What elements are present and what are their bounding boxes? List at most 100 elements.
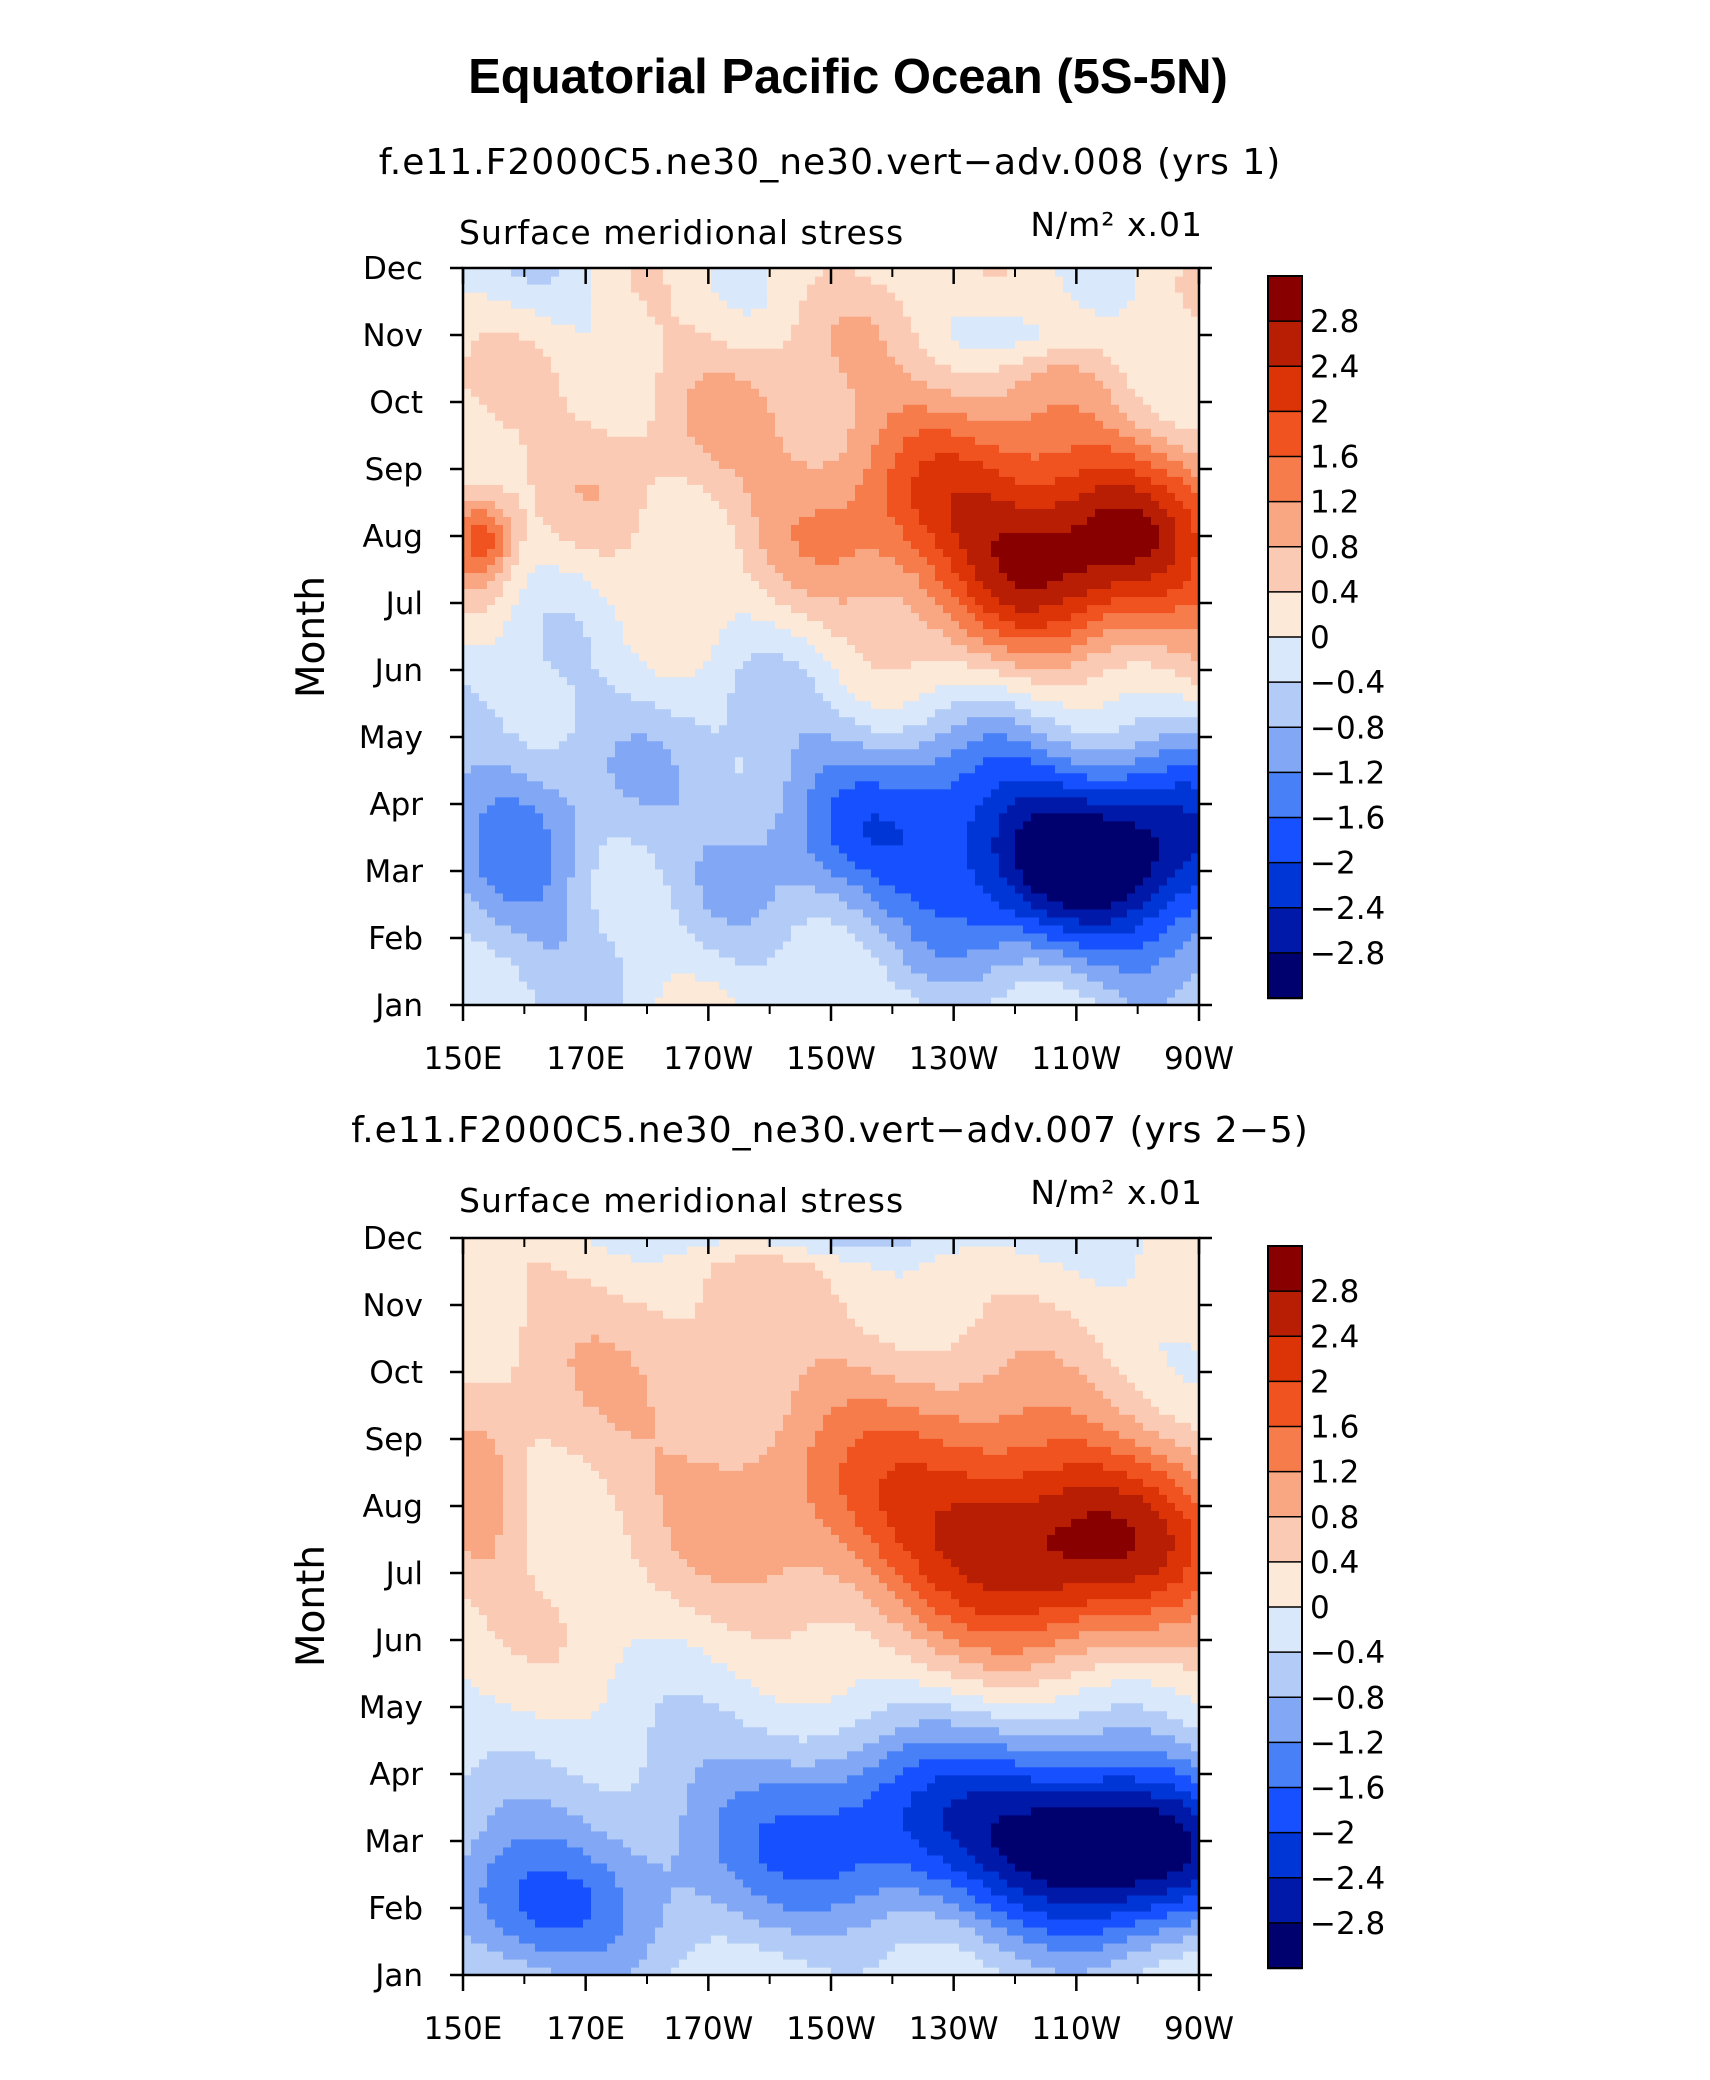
- heatmap-cell: [639, 292, 672, 301]
- heatmap-cell: [1063, 700, 1104, 710]
- heatmap-cell: [1087, 636, 1200, 646]
- heatmap-cell: [759, 580, 792, 590]
- heatmap-cell: [983, 1678, 1040, 1688]
- heatmap-cell: [775, 948, 872, 958]
- heatmap-cell: [919, 508, 952, 517]
- heatmap-cell: [815, 556, 840, 565]
- heatmap-cell: [607, 1414, 656, 1423]
- heatmap-cell: [463, 1406, 600, 1415]
- heatmap-cell: [911, 1862, 952, 1872]
- heatmap-cell: [815, 644, 856, 654]
- heatmap-cell: [711, 492, 752, 501]
- heatmap-cell: [1191, 484, 1200, 493]
- heatmap-cell: [879, 332, 920, 341]
- heatmap-cell: [983, 1310, 1072, 1319]
- colorbar-swatch: [1267, 907, 1303, 955]
- heatmap-cell: [591, 1822, 680, 1832]
- heatmap-cell: [711, 652, 752, 662]
- heatmap-cell: [1007, 1446, 1112, 1455]
- heatmap-cell: [991, 788, 1200, 798]
- heatmap-cell: [1191, 556, 1200, 565]
- heatmap-cell: [623, 1886, 672, 1896]
- heatmap-cell: [663, 1918, 760, 1928]
- heatmap-cell: [911, 484, 1096, 493]
- heatmap-cell: [951, 588, 968, 598]
- heatmap-cell: [687, 404, 768, 413]
- heatmap-cell: [575, 1350, 632, 1359]
- heatmap-cell: [1191, 852, 1200, 862]
- heatmap-cell: [1103, 1926, 1160, 1936]
- heatmap-cell: [655, 1414, 784, 1423]
- heatmap-cell: [823, 1518, 856, 1527]
- heatmap-cell: [575, 820, 776, 830]
- heatmap-cell: [671, 1590, 864, 1600]
- heatmap-cell: [871, 660, 912, 670]
- heatmap-cell: [1087, 1598, 1184, 1608]
- heatmap-cell: [735, 540, 760, 549]
- heatmap-cell: [735, 1870, 784, 1880]
- x-tick-label: 150W: [786, 1041, 876, 1077]
- heatmap-cell: [1191, 1446, 1200, 1455]
- heatmap-cell: [1175, 604, 1200, 614]
- heatmap-cell: [495, 796, 520, 806]
- heatmap-cell: [599, 1470, 656, 1479]
- heatmap-cell: [879, 956, 904, 966]
- heatmap-cell: [839, 1574, 880, 1584]
- heatmap-cell: [575, 1366, 640, 1375]
- heatmap-cell: [1087, 1326, 1200, 1335]
- heatmap-cell: [503, 1926, 624, 1936]
- heatmap-cell: [599, 1334, 880, 1343]
- heatmap-cell: [1175, 1534, 1192, 1544]
- colorbar-swatch: [1267, 410, 1303, 458]
- heatmap-cell: [535, 1710, 592, 1720]
- heatmap-cell: [911, 1238, 1144, 1247]
- heatmap-cell: [1111, 444, 1152, 453]
- heatmap-cell: [951, 364, 1000, 373]
- heatmap-cell: [935, 1774, 1032, 1784]
- heatmap-cell: [911, 604, 944, 614]
- heatmap-cell: [567, 916, 600, 926]
- heatmap-cell: [911, 1654, 960, 1664]
- heatmap-cell: [655, 372, 704, 381]
- heatmap-cell: [887, 420, 1104, 429]
- heatmap-cell: [911, 1606, 936, 1616]
- heatmap-cell: [471, 524, 488, 533]
- heatmap-cell: [871, 916, 904, 926]
- heatmap-cell: [1175, 916, 1200, 926]
- heatmap-cell: [703, 660, 744, 670]
- heatmap-cell: [1151, 460, 1184, 469]
- heatmap-cell: [591, 1334, 600, 1343]
- heatmap-cell: [503, 1798, 552, 1808]
- heatmap-cell: [839, 892, 872, 902]
- heatmap-cell: [839, 1870, 928, 1880]
- heatmap-cell: [847, 1686, 952, 1696]
- heatmap-cell: [1111, 580, 1184, 590]
- heatmap-cell: [951, 564, 976, 574]
- heatmap-cell: [951, 700, 1016, 710]
- heatmap-cell: [463, 764, 472, 774]
- heatmap-cell: [527, 1462, 592, 1471]
- heatmap-cell: [511, 956, 624, 966]
- heatmap-cell: [1151, 964, 1200, 974]
- heatmap-cell: [511, 516, 528, 525]
- heatmap-cell: [1159, 1566, 1184, 1576]
- heatmap-cell: [1151, 1678, 1200, 1688]
- heatmap-cell: [1015, 860, 1152, 870]
- heatmap-cell: [1191, 1558, 1200, 1568]
- heatmap-cell: [783, 444, 848, 453]
- heatmap-cell: [1143, 1390, 1200, 1399]
- heatmap-cell: [1191, 1614, 1200, 1624]
- heatmap-cell: [463, 876, 488, 886]
- heatmap-cell: [1103, 1774, 1136, 1784]
- heatmap-cell: [967, 556, 1000, 565]
- heatmap-cell: [559, 1606, 696, 1616]
- panel-bottom-title: f.e11.F2000C5.ne30_ne30.vert−adv.007 (yr…: [351, 1110, 1309, 1151]
- heatmap-cell: [903, 828, 968, 838]
- heatmap-cell: [783, 652, 824, 662]
- heatmap-cell: [1143, 916, 1176, 926]
- heatmap-cell: [839, 676, 1032, 686]
- heatmap-cell: [839, 788, 992, 798]
- heatmap-cell: [759, 1942, 896, 1952]
- heatmap-cell: [1143, 876, 1168, 886]
- heatmap-cell: [1031, 372, 1096, 381]
